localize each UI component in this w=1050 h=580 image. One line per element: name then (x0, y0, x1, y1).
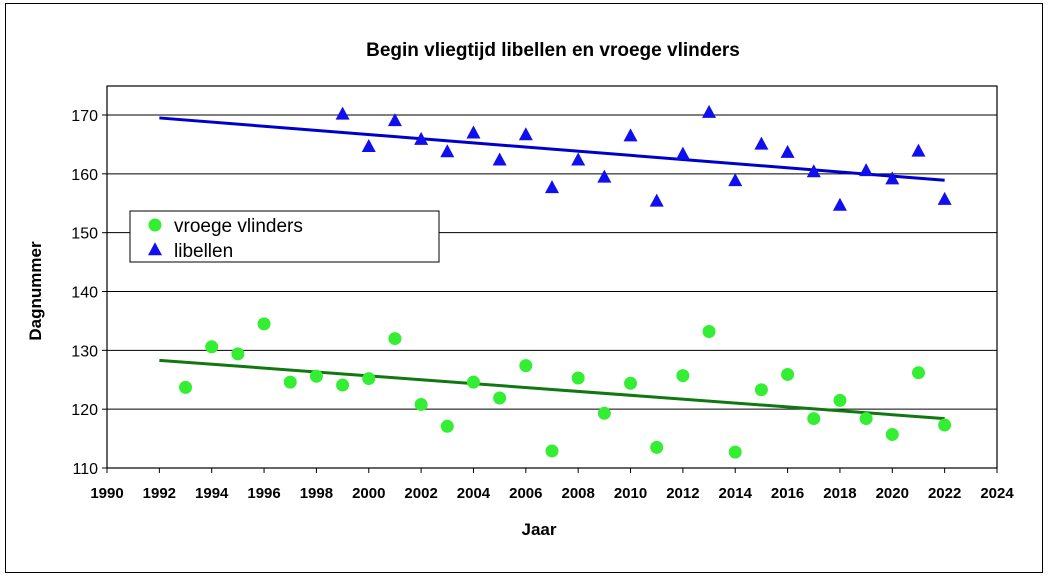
vlinder-data-point (807, 412, 821, 426)
legend-marker-vroege-vlinders (148, 218, 162, 232)
y-tick-label: 130 (71, 343, 98, 360)
vlinder-data-point (911, 366, 925, 380)
libel-data-point (675, 146, 690, 160)
vlinder-data-point (571, 371, 585, 385)
vlinder-data-point (362, 372, 376, 386)
x-tick-label: 2000 (352, 485, 385, 502)
x-tick-label: 1992 (143, 485, 176, 502)
x-tick-label: 2024 (980, 485, 1014, 502)
vlinder-data-point (885, 427, 899, 441)
legend-label: libellen (174, 241, 233, 262)
x-tick-label: 2006 (509, 485, 542, 502)
libel-data-point (414, 131, 429, 145)
x-tick-label: 2008 (561, 485, 594, 502)
libel-data-point (754, 136, 769, 150)
libel-data-point (361, 138, 376, 152)
vlinder-data-point (833, 393, 847, 407)
vlinder-data-point (388, 332, 402, 346)
vlinder-data-point (545, 444, 559, 458)
vlinder-data-point (336, 378, 350, 392)
y-tick-label: 160 (71, 167, 98, 184)
legend-items: vroege vlinders libellen (148, 216, 303, 262)
vlinder-data-point (859, 412, 873, 426)
libel-data-point (702, 104, 717, 118)
legend-marker-libellen (148, 242, 162, 256)
vlinder-data-point (781, 367, 795, 381)
libel-data-point (518, 127, 533, 141)
vlinder-data-point (650, 440, 664, 454)
plot-area (106, 85, 998, 469)
x-tick-label: 2018 (823, 485, 856, 502)
x-tick-label: 1996 (247, 485, 280, 502)
vlinder-data-point (283, 375, 297, 389)
vlinder-data-point (493, 391, 507, 405)
vlinder-data-point (938, 418, 952, 432)
vlinder-data-point (728, 445, 742, 459)
legend-box (129, 210, 440, 263)
x-tick-label: 2016 (771, 485, 804, 502)
libel-data-point (728, 173, 743, 187)
vlinder-data-point (440, 419, 454, 433)
libel-data-point (806, 164, 821, 178)
vlinder-data-point (466, 375, 480, 389)
vlinder-data-point (702, 325, 716, 339)
y-tick-label: 140 (71, 285, 98, 302)
libel-data-point (937, 191, 952, 205)
y-axis-label: Dagnummer (26, 241, 45, 341)
x-tick-label: 1998 (300, 485, 333, 502)
vlinder-data-point (205, 340, 219, 354)
libel-data-point (859, 163, 874, 177)
libel-data-point (649, 193, 664, 207)
x-tick-label: 1994 (195, 485, 229, 502)
libel-data-point (597, 169, 612, 183)
chart-title: Begin vliegtijd libellen en vroege vlind… (366, 40, 740, 61)
libel-data-point (492, 152, 507, 166)
data-points (179, 104, 952, 459)
libel-data-point (466, 125, 481, 139)
vlinder-data-point (676, 369, 690, 383)
vlinder-data-point (754, 383, 768, 397)
vlinder-data-point (414, 397, 428, 411)
vlinder-data-point (257, 317, 271, 331)
libel-data-point (780, 144, 795, 158)
legend-label: vroege vlinders (174, 216, 303, 237)
y-tick-label: 110 (72, 461, 98, 478)
x-tick-label: 2014 (719, 485, 753, 502)
vlinder-data-point (309, 369, 323, 383)
x-tick-label: 2002 (404, 485, 437, 502)
libel-data-point (571, 152, 586, 166)
x-axis-label: Jaar (522, 520, 557, 539)
vlinder-data-point (179, 380, 193, 394)
scatter-chart: Begin vliegtijd libellen en vroege vlind… (26, 40, 1014, 539)
x-tick-label: 2010 (614, 485, 647, 502)
x-tick-label: 1990 (90, 485, 123, 502)
x-tick-label: 2004 (457, 485, 491, 502)
y-tick-label: 120 (71, 402, 98, 419)
libel-data-point (832, 197, 847, 211)
vlinder-data-point (624, 376, 638, 390)
libel-data-point (623, 128, 638, 142)
libel-data-point (911, 143, 926, 157)
vlinder-data-point (519, 359, 533, 373)
vlinder-data-point (231, 347, 245, 361)
x-tick-label: 2022 (928, 485, 961, 502)
vlinder-data-point (597, 406, 611, 420)
chart-frame: Begin vliegtijd libellen en vroege vlind… (5, 3, 1043, 573)
legend: vroege vlinders libellen (129, 210, 440, 263)
x-axis-ticks: 1990 1992 1994 1996 1998 2000 2002 2004 2006 2008… (90, 468, 1014, 502)
y-axis-ticks: 110 120 130 140 150 160 170 (71, 108, 107, 478)
libel-data-point (885, 171, 900, 185)
x-tick-label: 2012 (666, 485, 699, 502)
libel-data-point (440, 144, 455, 158)
libel-data-point (335, 106, 350, 120)
y-tick-label: 150 (71, 226, 98, 243)
trend-line-vroege-vlinders (159, 358, 945, 421)
libel-data-point (545, 180, 559, 194)
libel-data-point (387, 113, 402, 127)
y-tick-label: 170 (71, 108, 98, 125)
x-tick-label: 2020 (876, 485, 909, 502)
